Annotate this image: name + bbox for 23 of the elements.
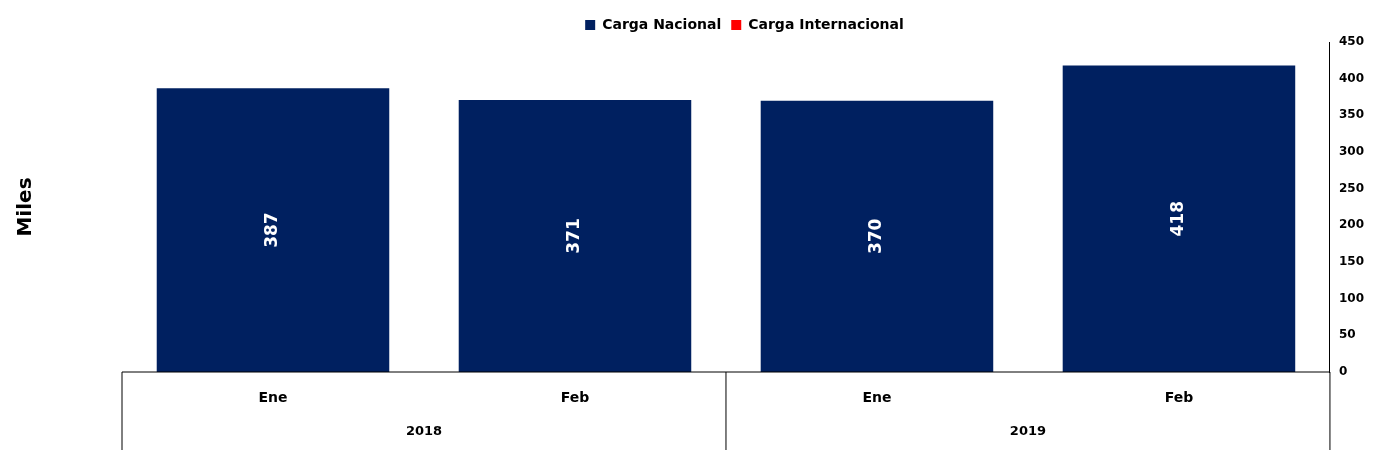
legend-label: Carga Internacional [748,15,904,32]
x-tick-label: Feb [560,389,590,406]
y-axis-title: Miles [12,177,37,237]
y-tick-label: 400 [1338,70,1365,85]
y-tick-label: 150 [1338,254,1365,269]
y-tick-label: 450 [1338,34,1365,49]
y-tick-label: 100 [1338,290,1365,305]
text: 2018 [405,423,443,439]
y-tick-label: 300 [1338,144,1365,159]
text: 2019 [1009,423,1047,439]
data-label: 371 [563,218,584,254]
legend-label: Carga Nacional [602,15,722,32]
x-tick-label: Feb [1164,389,1194,406]
x-tick-label: Ene [862,389,892,406]
y-tick-label: 350 [1338,107,1365,122]
y-tick-label: 0 [1338,364,1348,379]
data-label: 370 [865,218,886,255]
y-tick-label: 250 [1338,180,1365,195]
data-label: 418 [1167,200,1188,237]
y-tick-label: 200 [1338,217,1365,232]
y-tick-label: 50 [1338,327,1356,342]
data-label: 387 [261,212,282,248]
x-tick-label: Ene [258,389,288,406]
